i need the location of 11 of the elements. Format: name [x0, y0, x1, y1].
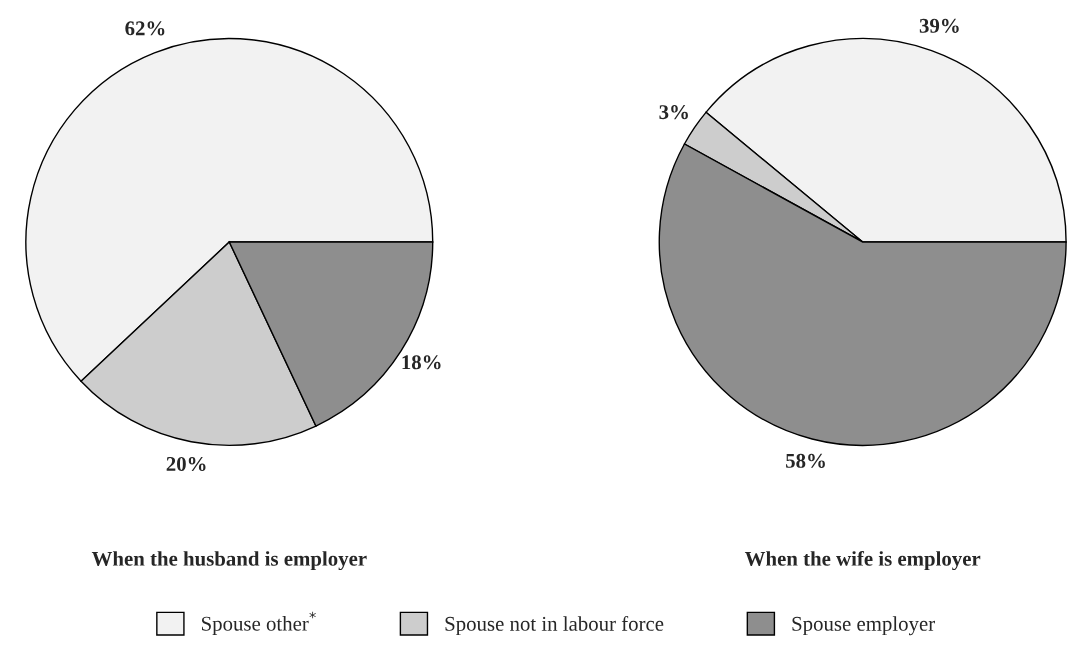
data-label: 3%: [659, 105, 688, 120]
legend-label: Spouse not in labour force: [445, 616, 664, 636]
legend-label: Spouse employer: [792, 616, 935, 636]
data-label: 39%: [919, 18, 959, 33]
text: When the wife is employer: [744, 550, 981, 571]
legend-label: Spouse other$^{*}$: [201, 611, 316, 635]
data-label: 62%: [125, 21, 165, 36]
text: When the husband is employer: [91, 551, 367, 571]
data-label: 58%: [786, 453, 825, 468]
data-label: 18%: [402, 355, 441, 370]
data-label: 20%: [166, 456, 206, 472]
